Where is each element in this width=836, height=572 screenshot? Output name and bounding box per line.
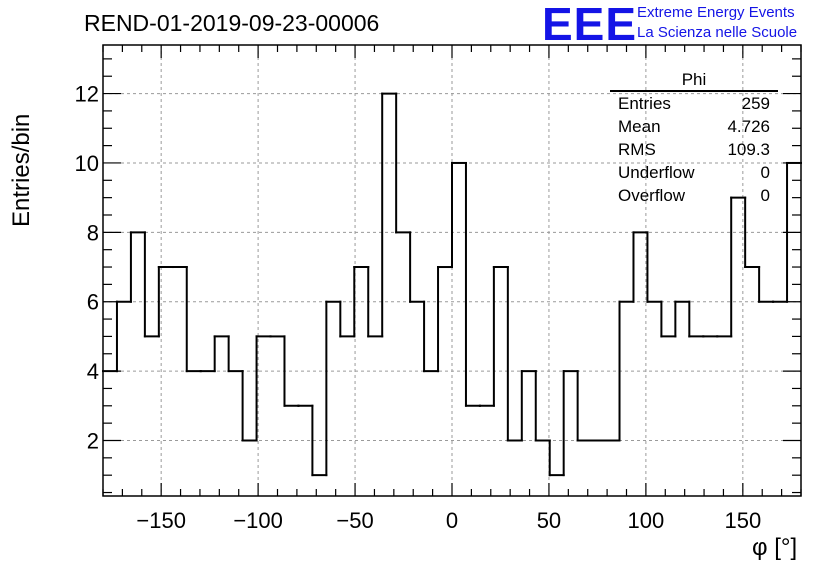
x-tick-label: −50 — [336, 508, 373, 533]
stats-label: Entries — [618, 94, 671, 113]
y-tick-label: 4 — [87, 359, 99, 384]
chart-title: REND-01-2019-09-23-00006 — [84, 10, 380, 36]
x-tick-label: 0 — [446, 508, 458, 533]
stats-box: Phi Entries 259 Mean 4.726 RMS 109.3 Und… — [610, 70, 778, 207]
logo-line-2: La Scienza nelle Scuole — [637, 24, 798, 41]
y-tick-label: 10 — [75, 151, 99, 176]
stats-value: 259 — [741, 94, 770, 113]
stats-title: Phi — [610, 70, 778, 92]
stats-row-entries: Entries 259 — [610, 92, 778, 115]
y-tick-label: 12 — [75, 82, 99, 107]
stats-row-mean: Mean 4.726 — [610, 115, 778, 138]
x-tick-label: −100 — [233, 508, 283, 533]
stats-label: Overflow — [618, 186, 686, 205]
stats-row-underflow: Underflow 0 — [610, 161, 778, 184]
y-tick-label: 8 — [87, 220, 99, 245]
histogram-series — [102, 92, 802, 477]
y-tick-label: 2 — [87, 428, 99, 453]
stats-label: Underflow — [618, 163, 695, 182]
stats-value: 0 — [760, 163, 770, 182]
stats-label: RMS — [618, 140, 656, 159]
eee-logo-mark: EEE — [542, 0, 638, 50]
stats-row-rms: RMS 109.3 — [610, 138, 778, 161]
logo-line-1: Extreme Energy Events — [637, 4, 795, 21]
x-tick-label: 50 — [537, 508, 561, 533]
stats-label: Mean — [618, 117, 661, 136]
axes: −150 −100 −50 0 50 100 150 2 4 6 8 10 12 — [75, 44, 802, 533]
x-tick-label: 150 — [724, 508, 761, 533]
stats-value: 0 — [760, 186, 770, 205]
y-axis-label: Entries/bin — [8, 113, 35, 227]
x-tick-label: 100 — [628, 508, 665, 533]
stats-value: 4.726 — [727, 117, 770, 136]
x-axis-label: φ [°] — [752, 534, 798, 561]
x-tick-label: −150 — [136, 508, 186, 533]
stats-row-overflow: Overflow 0 — [610, 184, 778, 207]
y-tick-label: 6 — [87, 290, 99, 315]
stats-value: 109.3 — [727, 140, 770, 159]
